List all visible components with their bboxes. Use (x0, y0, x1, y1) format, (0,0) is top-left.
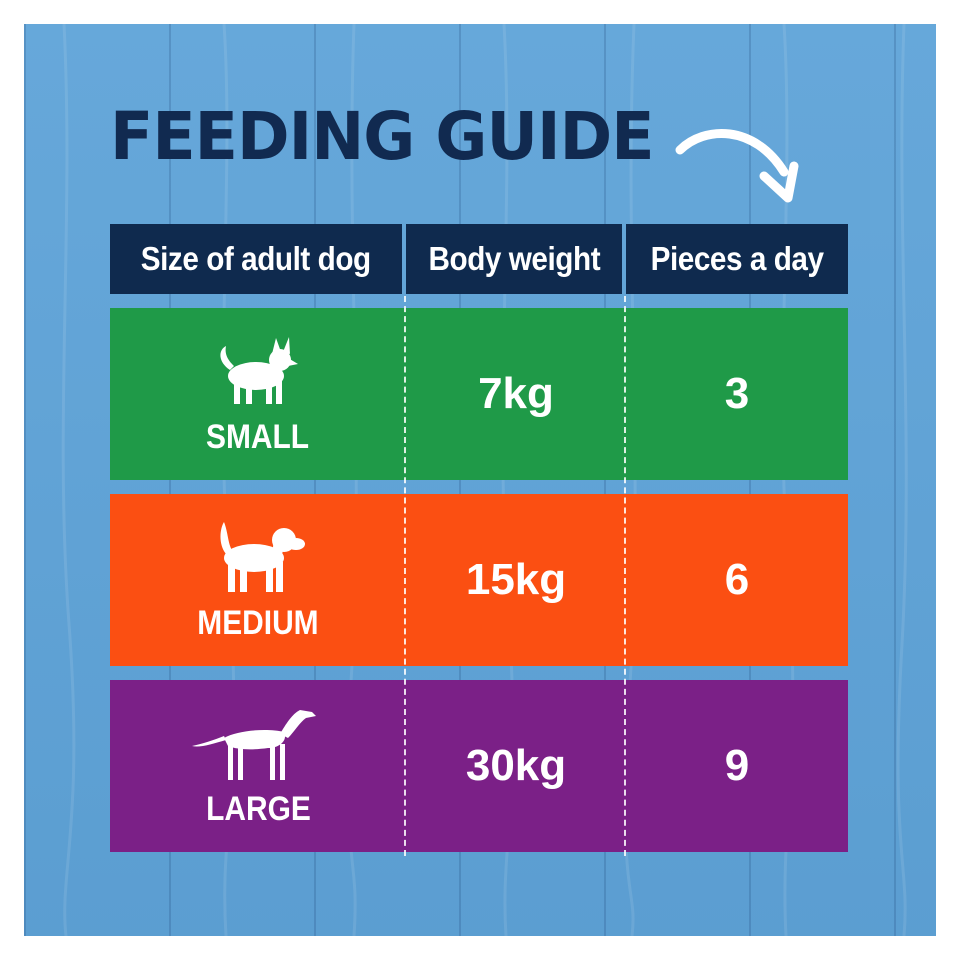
header-weight: Body weight (406, 224, 622, 294)
size-label: MEDIUM (197, 603, 319, 642)
column-divider (404, 296, 406, 856)
size-label: SMALL (206, 417, 310, 456)
row-large: LARGE 30kg 9 (110, 680, 848, 852)
column-divider (624, 296, 626, 856)
weight-value: 30kg (465, 741, 567, 790)
feeding-guide-panel: FEEDING GUIDE Size of adult dog Body wei… (24, 24, 936, 936)
size-cell-small: SMALL (110, 308, 406, 480)
small-dog-icon (220, 336, 298, 404)
weight-value: 7kg (478, 369, 554, 418)
size-label: LARGE (205, 789, 311, 828)
pieces-cell: 9 (626, 680, 848, 852)
page-title: FEEDING GUIDE (110, 98, 655, 175)
row-medium: MEDIUM 15kg 6 (110, 494, 848, 666)
pieces-cell: 3 (626, 308, 848, 480)
large-dog-icon (192, 709, 316, 780)
weight-cell: 30kg (406, 680, 626, 852)
pieces-cell: 6 (626, 494, 848, 666)
size-cell-large: LARGE (110, 680, 406, 852)
weight-value: 15kg (465, 555, 567, 604)
size-cell-medium: MEDIUM (110, 494, 406, 666)
header-size: Size of adult dog (110, 224, 402, 294)
pieces-value: 9 (724, 741, 750, 790)
pieces-value: 6 (724, 555, 750, 604)
medium-dog-icon (220, 521, 305, 592)
row-small: SMALL 7kg 3 (110, 308, 848, 480)
weight-cell: 7kg (406, 308, 626, 480)
header-pieces: Pieces a day (626, 224, 848, 294)
weight-cell: 15kg (406, 494, 626, 666)
pieces-value: 3 (724, 369, 750, 418)
curved-arrow-icon (675, 128, 799, 203)
